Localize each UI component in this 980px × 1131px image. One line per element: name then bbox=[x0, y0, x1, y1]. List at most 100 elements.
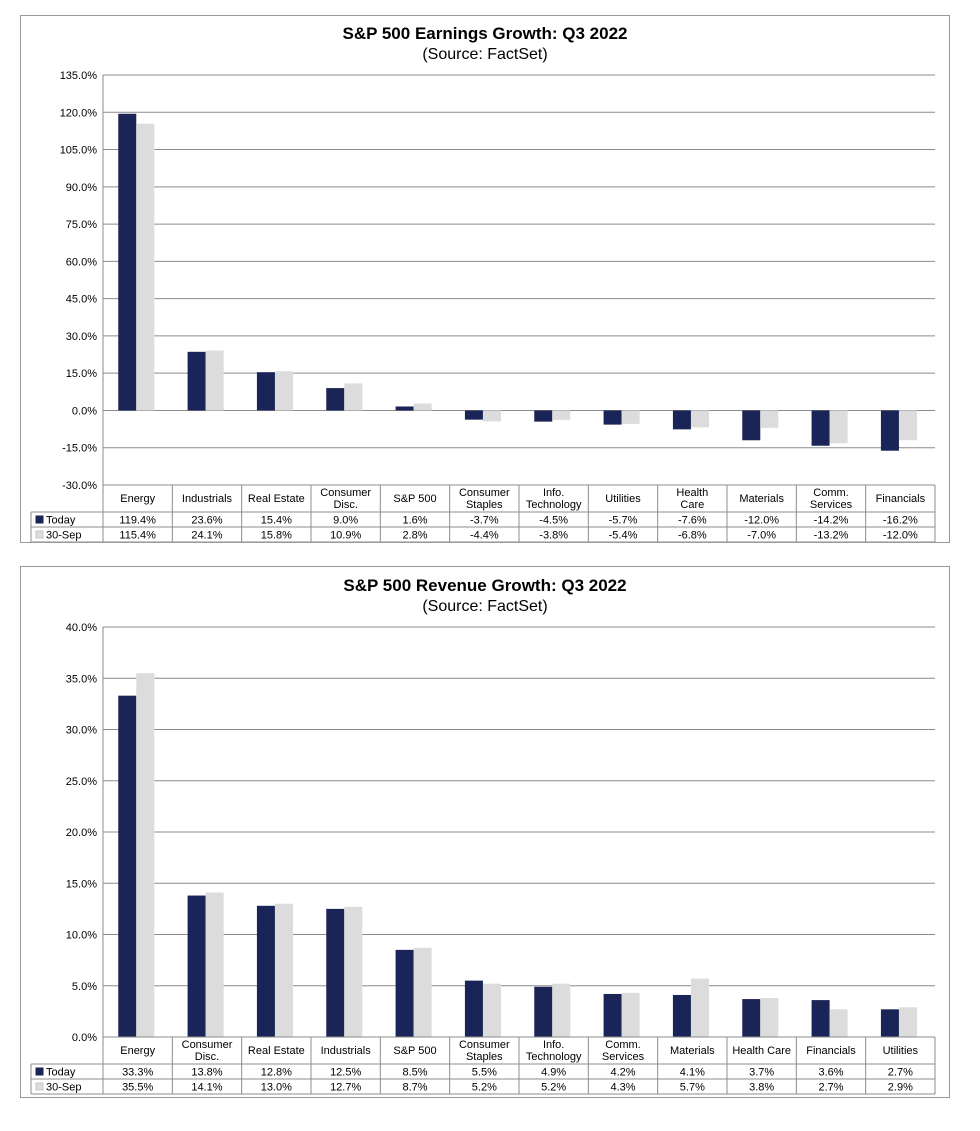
table-value: 8.7% bbox=[402, 1082, 427, 1094]
category-label: Materials bbox=[739, 493, 784, 505]
y-tick-label: 0.0% bbox=[72, 1032, 97, 1044]
revenue-chart-panel: S&P 500 Revenue Growth: Q3 2022 (Source:… bbox=[20, 566, 950, 1098]
table-value: 14.1% bbox=[191, 1082, 222, 1094]
bar-today bbox=[256, 372, 275, 411]
table-value: 119.4% bbox=[119, 515, 156, 527]
y-tick-label: 75.0% bbox=[66, 219, 97, 231]
legend-label-today: Today bbox=[46, 1067, 76, 1079]
table-value: 5.7% bbox=[680, 1082, 705, 1094]
bar-today bbox=[187, 895, 206, 1037]
chart-title: S&P 500 Revenue Growth: Q3 2022 bbox=[343, 576, 626, 595]
category-label: Care bbox=[680, 499, 704, 511]
y-tick-label: -30.0% bbox=[62, 480, 97, 492]
y-tick-label: 120.0% bbox=[60, 107, 98, 119]
table-value: 3.6% bbox=[818, 1067, 843, 1079]
table-value: 15.4% bbox=[261, 515, 292, 527]
bar-30-sep bbox=[274, 903, 293, 1037]
bar-today bbox=[742, 999, 761, 1037]
table-value: 10.9% bbox=[330, 530, 361, 542]
table-value: 5.5% bbox=[472, 1067, 497, 1079]
y-tick-label: 45.0% bbox=[66, 294, 97, 306]
category-label: Real Estate bbox=[248, 493, 305, 505]
table-value: -3.7% bbox=[470, 515, 499, 527]
bar-30-sep bbox=[829, 410, 848, 444]
revenue-chart: S&P 500 Revenue Growth: Q3 2022 (Source:… bbox=[30, 576, 936, 1095]
table-value: -5.7% bbox=[609, 515, 638, 527]
table-value: 35.5% bbox=[122, 1082, 153, 1094]
category-label: Energy bbox=[120, 493, 155, 505]
legend-label-30-sep: 30-Sep bbox=[46, 530, 81, 542]
legend-label-30-sep: 30-Sep bbox=[46, 1082, 81, 1094]
category-label: S&P 500 bbox=[393, 493, 436, 505]
bar-30-sep bbox=[413, 403, 432, 411]
category-label: Services bbox=[602, 1051, 645, 1063]
table-value: 2.9% bbox=[888, 1082, 913, 1094]
chart-subtitle: (Source: FactSet) bbox=[422, 598, 547, 615]
category-label: Energy bbox=[120, 1045, 155, 1057]
table-value: 5.2% bbox=[472, 1082, 497, 1094]
y-tick-label: 30.0% bbox=[66, 725, 97, 737]
category-label: Technology bbox=[526, 1051, 582, 1063]
earnings-chart-panel: S&P 500 Earnings Growth: Q3 2022 (Source… bbox=[20, 15, 950, 543]
bar-today bbox=[742, 410, 761, 441]
table-value: 2.8% bbox=[402, 530, 427, 542]
bar-30-sep bbox=[621, 992, 640, 1037]
bar-today bbox=[603, 993, 622, 1037]
y-tick-label: 35.0% bbox=[66, 673, 97, 685]
bar-30-sep bbox=[482, 410, 501, 422]
bar-today bbox=[603, 410, 622, 425]
bar-today bbox=[326, 388, 345, 411]
category-label: Consumer bbox=[459, 1039, 510, 1051]
bar-today bbox=[880, 1009, 899, 1037]
category-label: Financials bbox=[876, 493, 926, 505]
bar-today bbox=[118, 113, 137, 411]
category-label: Info. bbox=[543, 1039, 564, 1051]
bar-today bbox=[256, 905, 275, 1037]
category-label: Materials bbox=[670, 1045, 715, 1057]
category-label: Consumer bbox=[182, 1039, 233, 1051]
table-value: 13.0% bbox=[261, 1082, 292, 1094]
table-value: -4.4% bbox=[470, 530, 499, 542]
table-value: -7.0% bbox=[747, 530, 776, 542]
table-value: -6.8% bbox=[678, 530, 707, 542]
legend-swatch-30-sep bbox=[35, 530, 44, 539]
table-value: 12.8% bbox=[261, 1067, 292, 1079]
table-value: 2.7% bbox=[818, 1082, 843, 1094]
category-label: S&P 500 bbox=[393, 1045, 436, 1057]
table-value: -4.5% bbox=[539, 515, 568, 527]
bar-today bbox=[187, 351, 206, 411]
category-label: Industrials bbox=[182, 493, 233, 505]
table-value: 3.7% bbox=[749, 1067, 774, 1079]
bar-today bbox=[464, 410, 483, 420]
y-tick-label: 135.0% bbox=[60, 70, 98, 82]
table-value: -7.6% bbox=[678, 515, 707, 527]
y-tick-label: 105.0% bbox=[60, 145, 98, 157]
category-label: Services bbox=[810, 499, 853, 511]
bar-30-sep bbox=[898, 1007, 917, 1037]
table-value: 8.5% bbox=[402, 1067, 427, 1079]
category-label: Consumer bbox=[320, 487, 371, 499]
table-value: 33.3% bbox=[122, 1067, 153, 1079]
bar-today bbox=[534, 410, 553, 422]
bar-30-sep bbox=[829, 1009, 848, 1037]
bar-30-sep bbox=[413, 947, 432, 1037]
bar-today bbox=[395, 406, 414, 411]
category-label: Staples bbox=[466, 499, 503, 511]
y-tick-label: -15.0% bbox=[62, 443, 97, 455]
table-value: 12.7% bbox=[330, 1082, 361, 1094]
table-value: -3.8% bbox=[539, 530, 568, 542]
bar-30-sep bbox=[690, 410, 709, 428]
chart-subtitle: (Source: FactSet) bbox=[422, 46, 547, 63]
category-label: Utilities bbox=[605, 493, 641, 505]
table-value: -12.0% bbox=[883, 530, 918, 542]
table-value: 13.8% bbox=[191, 1067, 222, 1079]
bar-today bbox=[672, 994, 691, 1037]
table-value: -5.4% bbox=[609, 530, 638, 542]
table-value: 4.9% bbox=[541, 1067, 566, 1079]
category-label: Comm. bbox=[605, 1039, 640, 1051]
table-value: 5.2% bbox=[541, 1082, 566, 1094]
legend-swatch-today bbox=[35, 1067, 44, 1076]
y-tick-label: 15.0% bbox=[66, 368, 97, 380]
y-tick-label: 60.0% bbox=[66, 256, 97, 268]
bar-today bbox=[811, 1000, 830, 1037]
